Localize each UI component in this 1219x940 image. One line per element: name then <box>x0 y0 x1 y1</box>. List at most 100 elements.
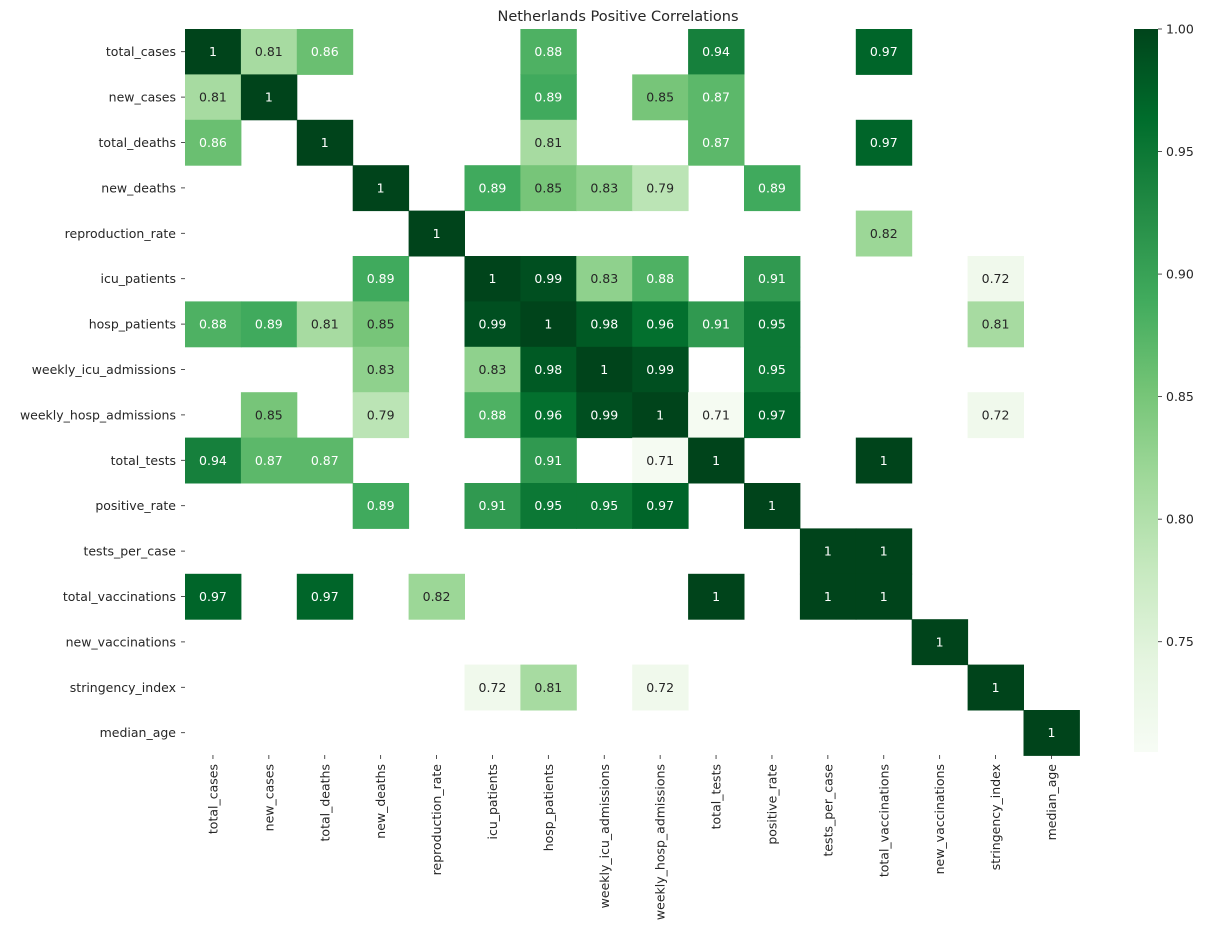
y-tick-label: weekly_icu_admissions <box>32 362 176 377</box>
cell-value-label: 0.89 <box>758 180 786 195</box>
cell-value-label: 0.97 <box>199 589 227 604</box>
heatmap-cell <box>240 392 298 439</box>
cell-value-label: 0.72 <box>646 680 674 695</box>
x-tick-label: positive_rate <box>764 764 779 845</box>
heatmap-cell <box>744 392 801 439</box>
heatmap-cell <box>464 483 521 529</box>
colorbar-tick-label: 0.90 <box>1166 267 1194 282</box>
heatmap-cell <box>744 346 801 393</box>
cell-value-label: 0.83 <box>590 271 618 286</box>
cell-value-label: 1 <box>321 135 329 150</box>
heatmap-cell <box>240 301 298 348</box>
heatmap-cell <box>296 119 354 166</box>
y-tick-label: new_deaths <box>101 180 176 195</box>
cell-value-label: 0.99 <box>479 317 507 332</box>
heatmap-cell <box>632 437 689 484</box>
cell-value-label: 0.97 <box>870 44 898 59</box>
cell-value-label: 0.89 <box>255 317 283 332</box>
cell-value-label: 1 <box>209 44 217 59</box>
heatmap-cell <box>967 256 1024 302</box>
heatmap-cell <box>576 346 633 393</box>
cell-value-label: 0.98 <box>590 317 618 332</box>
cell-value-label: 0.88 <box>534 44 562 59</box>
y-tick-label: tests_per_case <box>83 544 176 559</box>
heatmap-cell <box>520 437 577 484</box>
cell-value-label: 0.83 <box>590 180 618 195</box>
heatmap-cell <box>352 346 410 393</box>
cell-value-label: 0.88 <box>646 271 674 286</box>
colorbar-tick-label: 1.00 <box>1166 22 1194 37</box>
y-tick-label: stringency_index <box>70 680 176 695</box>
cell-value-label: 1 <box>433 226 441 241</box>
x-tick-label: median_age <box>1044 764 1059 841</box>
heatmap-cell <box>240 437 298 484</box>
cell-value-label: 0.81 <box>311 317 339 332</box>
cell-value-label: 1 <box>600 362 608 377</box>
heatmap-cell <box>911 619 969 666</box>
heatmap-cell <box>296 29 354 75</box>
cell-value-label: 0.91 <box>479 498 507 513</box>
heatmap-cell <box>185 437 242 484</box>
x-tick-label: total_deaths <box>317 764 332 841</box>
cell-value-label: 1 <box>377 180 385 195</box>
colorbar-tick-label: 0.95 <box>1166 144 1194 159</box>
heatmap-cell <box>352 392 410 439</box>
heatmap-cell <box>520 119 577 166</box>
y-tick-label: hosp_patients <box>89 317 176 332</box>
cell-value-label: 0.89 <box>367 271 395 286</box>
cell-value-label: 1 <box>265 90 273 105</box>
heatmap-cell <box>185 119 242 166</box>
heatmap-cells <box>185 29 1080 756</box>
heatmap-cell <box>520 392 577 439</box>
x-tick-label: total_cases <box>205 764 220 834</box>
heatmap-cell <box>185 74 242 121</box>
heatmap-cell <box>352 165 410 212</box>
heatmap-cell <box>520 346 577 393</box>
cell-value-label: 0.86 <box>199 135 227 150</box>
cell-value-label: 0.83 <box>367 362 395 377</box>
cell-value-label: 0.81 <box>534 135 562 150</box>
heatmap-cell <box>967 392 1024 439</box>
y-tick-label: total_tests <box>111 453 176 468</box>
heatmap-cell <box>352 483 410 529</box>
cell-value-label: 0.89 <box>479 180 507 195</box>
heatmap-cell <box>464 165 521 212</box>
cell-value-label: 0.83 <box>479 362 507 377</box>
y-tick-label: median_age <box>100 725 177 740</box>
heatmap-cell <box>688 392 745 439</box>
cell-value-label: 0.95 <box>590 498 618 513</box>
cell-value-label: 0.71 <box>646 453 674 468</box>
heatmap-cell <box>632 346 689 393</box>
cell-value-label: 0.87 <box>311 453 339 468</box>
cell-value-label: 1 <box>824 589 832 604</box>
heatmap-cell <box>632 392 689 439</box>
y-tick-label: weekly_hosp_admissions <box>20 407 176 422</box>
cell-value-label: 0.85 <box>367 317 395 332</box>
heatmap-cell <box>967 301 1024 348</box>
cell-value-label: 0.81 <box>982 317 1010 332</box>
cell-value-label: 1 <box>768 498 776 513</box>
cell-value-label: 0.91 <box>702 317 730 332</box>
heatmap-cell <box>855 573 913 620</box>
heatmap-cell <box>688 437 745 484</box>
y-tick-label: reproduction_rate <box>65 226 177 241</box>
cell-value-label: 0.97 <box>311 589 339 604</box>
heatmap-cell <box>688 573 745 620</box>
heatmap-cell <box>855 29 913 75</box>
heatmap-cell <box>576 483 633 529</box>
cell-value-label: 0.91 <box>534 453 562 468</box>
heatmap-cell <box>576 301 633 348</box>
heatmap-cell <box>520 664 577 711</box>
heatmap-cell <box>744 256 801 302</box>
colorbar-tick-label: 0.80 <box>1166 512 1194 527</box>
cell-value-label: 0.71 <box>702 407 730 422</box>
cell-value-label: 0.81 <box>199 90 227 105</box>
heatmap-cell <box>464 346 521 393</box>
heatmap-cell <box>632 256 689 302</box>
y-tick-label: total_deaths <box>99 135 176 150</box>
cell-value-label: 0.89 <box>534 90 562 105</box>
heatmap-cell <box>464 392 521 439</box>
y-tick-label: new_cases <box>109 90 176 105</box>
x-tick-label: icu_patients <box>485 764 500 840</box>
